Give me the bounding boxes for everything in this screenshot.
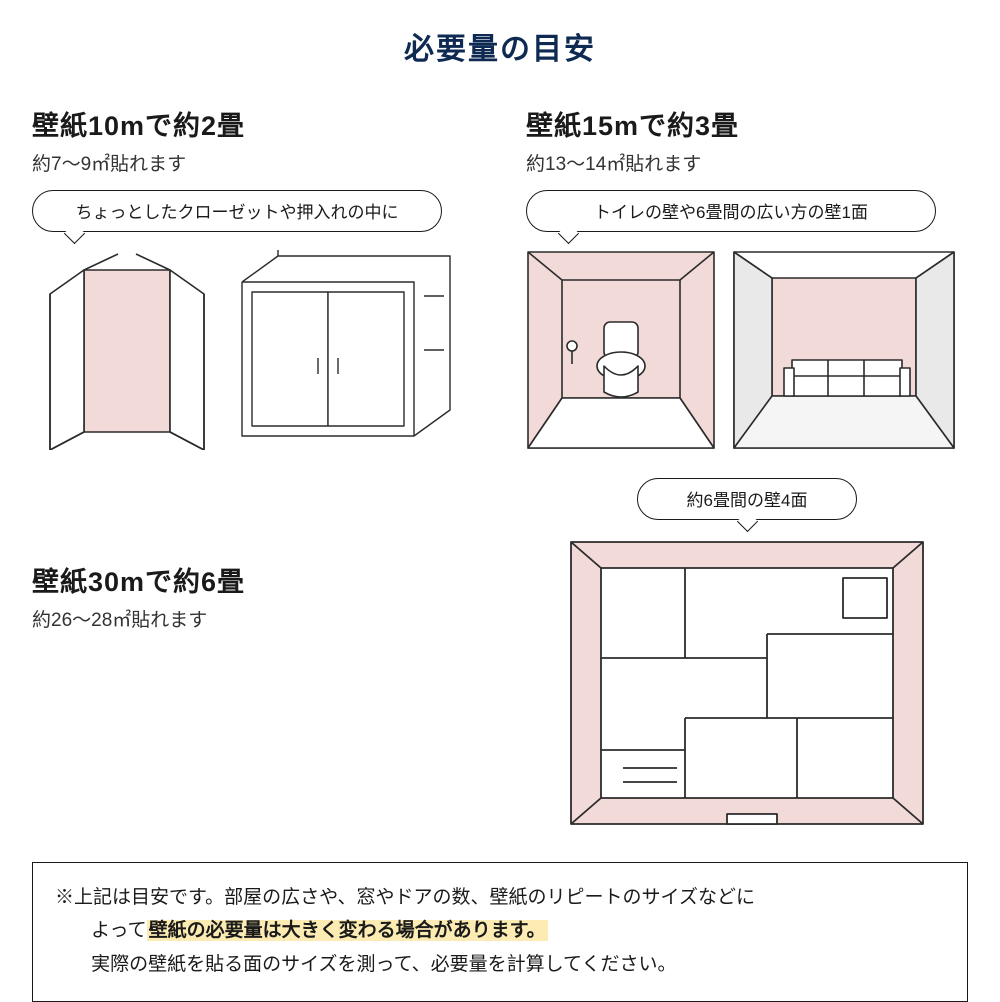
bubble-floorplan: 約6畳間の壁4面 [637, 478, 857, 520]
floorplan-icon [567, 538, 927, 828]
block-10m: 壁紙10mで約2畳 約7〜9㎡貼れます ちょっとしたクローゼットや押入れの中に [32, 104, 474, 450]
living-room-icon [732, 250, 956, 450]
closet-sliding-icon [238, 250, 462, 450]
note-line-2a: よって [91, 920, 146, 941]
toilet-room-icon [526, 250, 716, 450]
block-30m: 壁紙30mで約6畳 約26〜28㎡貼れます [32, 560, 474, 828]
bubble-10m: ちょっとしたクローゼットや押入れの中に [32, 190, 442, 232]
page-title: 必要量の目安 [32, 24, 968, 68]
heading-10m: 壁紙10mで約2畳 [32, 104, 474, 143]
note-line-2: よって壁紙の必要量は大きく変わる場合があります。 [55, 914, 945, 947]
block-15m: 壁紙15mで約3畳 約13〜14㎡貼れます トイレの壁や6畳間の広い方の壁1面 [526, 104, 968, 450]
heading-15m: 壁紙15mで約3畳 [526, 104, 968, 143]
heading-30m: 壁紙30mで約6畳 [32, 560, 474, 599]
bubble-15m: トイレの壁や6畳間の広い方の壁1面 [526, 190, 936, 232]
note-box: ※上記は目安です。部屋の広さや、窓やドアの数、壁紙のリピートのサイズなどに よっ… [32, 862, 968, 1002]
subtext-30m: 約26〜28㎡貼れます [32, 605, 474, 632]
illus-row-10m [32, 250, 474, 450]
note-highlight: 壁紙の必要量は大きく変わる場合があります。 [147, 920, 548, 941]
block-floorplan: 約6畳間の壁4面 [526, 478, 968, 828]
note-line-3: 実際の壁紙を貼る面のサイズを測って、必要量を計算してください。 [55, 948, 945, 981]
closet-open-icon [32, 250, 222, 450]
content-grid: 壁紙10mで約2畳 約7〜9㎡貼れます ちょっとしたクローゼットや押入れの中に [32, 104, 968, 828]
subtext-10m: 約7〜9㎡貼れます [32, 149, 474, 176]
illus-row-15m [526, 250, 968, 450]
note-line-1: ※上記は目安です。部屋の広さや、窓やドアの数、壁紙のリピートのサイズなどに [55, 881, 945, 914]
subtext-15m: 約13〜14㎡貼れます [526, 149, 968, 176]
